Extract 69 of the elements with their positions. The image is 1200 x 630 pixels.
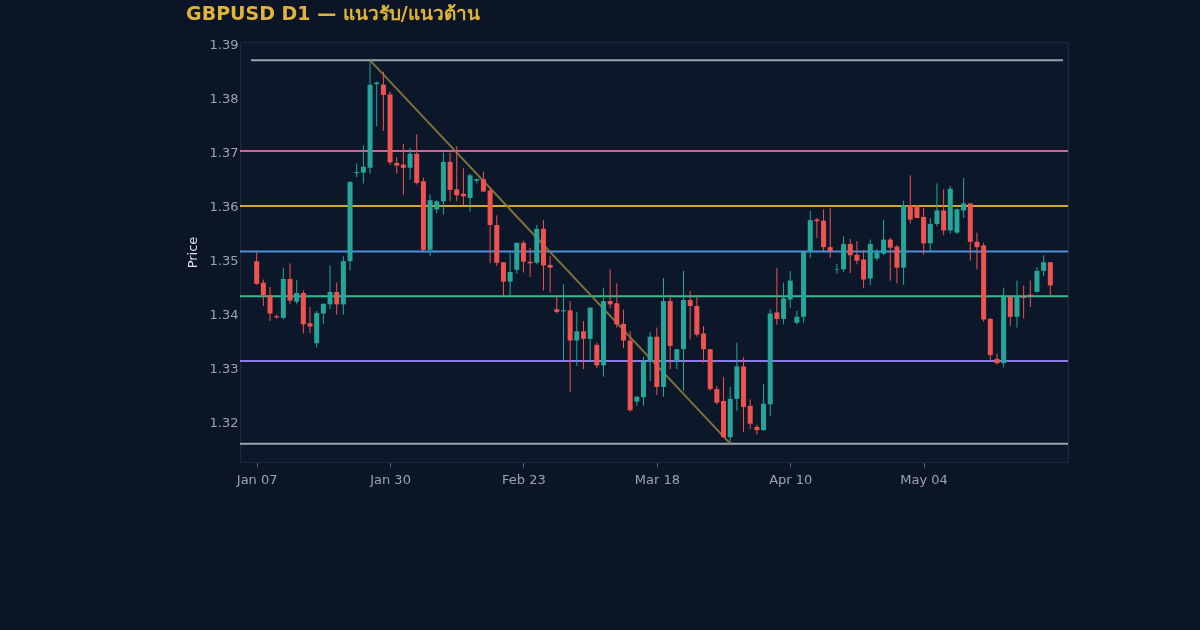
y-tick-label: 1.34 [209,306,239,322]
candlestick [787,270,793,309]
candlestick [400,143,406,196]
candlestick [254,252,260,286]
candlestick [320,302,326,325]
candlestick [407,147,413,181]
candlestick [260,279,266,307]
candlestick [500,261,506,297]
y-tick-label: 1.37 [209,144,239,160]
candlestick [547,255,553,293]
candlestick [714,385,720,405]
candlestick [1014,280,1020,329]
candlestick [847,238,853,274]
candlestick [560,283,566,362]
candlestick [861,249,867,289]
candlestick [754,424,760,435]
candlestick [574,311,580,367]
candlestick [701,325,707,364]
candlestick [287,262,293,305]
x-tick-label: Apr 10 [769,471,813,487]
candlestick [994,352,1000,365]
y-tick-label: 1.35 [209,252,239,268]
candlestick [307,306,313,334]
x-tick-label: Mar 18 [634,471,680,487]
candlestick [794,310,800,325]
candlestick [620,309,626,349]
candlestick [1041,254,1047,277]
candlestick [674,348,680,370]
candlestick [327,265,333,310]
candlestick [747,398,753,430]
candlestick [781,282,787,325]
candlestick [834,263,840,275]
candlestick [1021,284,1027,319]
candlestick [961,177,967,219]
candlestick [941,188,947,236]
candlestick [854,240,860,265]
candlestick [934,182,940,227]
candlestick [1007,296,1013,327]
y-tick-label: 1.33 [209,360,239,376]
candlestick [881,219,887,256]
candlestick [774,267,780,326]
x-tick-label: Jan 07 [235,471,278,487]
candlestick [334,281,340,316]
candlestick [580,320,586,370]
candlestick [507,252,513,297]
y-tick-label: 1.38 [209,90,239,106]
candlestick [974,232,980,270]
candlestick [380,71,386,132]
y-tick-label: 1.32 [209,414,239,430]
candlestick [554,294,560,315]
candlestick [687,290,693,340]
y-tick-label: 1.39 [209,36,239,52]
y-axis-title: Price [184,236,200,269]
candlestick [1047,261,1053,296]
candlestick [827,207,833,259]
candlestick [1034,266,1040,293]
x-tick-label: Jan 30 [369,471,411,487]
candlestick [927,217,933,254]
y-tick-label: 1.36 [209,198,239,214]
candlestick [594,342,600,369]
candlestick [354,162,360,178]
candlestick [520,240,526,274]
candlestick [294,279,300,305]
x-tick-label: Feb 23 [502,471,546,487]
candlestick [360,144,366,184]
chart-title: GBPUSD D1 — แนวรับ/แนวต้าน [186,2,480,25]
x-tick-label: May 04 [900,471,948,487]
candlestick [374,80,380,127]
candlestick [267,286,273,322]
